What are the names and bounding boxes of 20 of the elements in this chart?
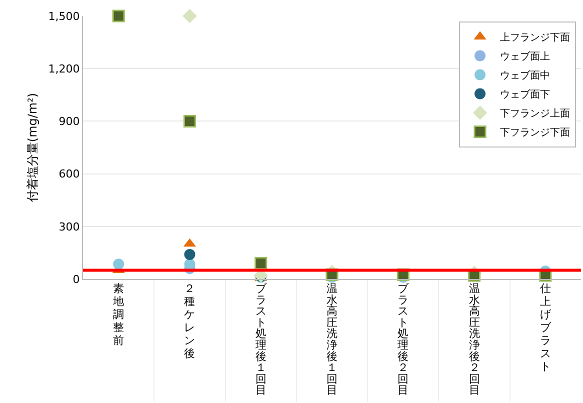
category-label: ブラスト処理後１回目 (255, 282, 266, 397)
legend-label: 下フランジ下面 (500, 128, 570, 139)
x-tick-label: 仕上げブラスト (540, 282, 552, 373)
y-tick-label: 300 (58, 220, 80, 234)
category-label: ブラスト処理後２回目 (398, 282, 409, 397)
legend-label: ウェブ面下 (500, 88, 550, 101)
y-tick-label: 600 (58, 168, 80, 181)
x-tick-label: 素地調整前 (112, 282, 124, 347)
category-label: 温水高圧洗浄後２回目 (468, 282, 480, 397)
legend-label: 下フランジ上面 (500, 108, 570, 120)
legend-label: 上フランジ下面 (500, 32, 570, 44)
x-tick-label: ２種ケレン後 (184, 282, 196, 360)
y-tick-label: 1,200 (48, 62, 80, 76)
y-axis-title: 付着塩分量(mg/m²) (26, 92, 40, 204)
y-tick-label: 900 (58, 115, 80, 128)
legend-label: ウェブ面上 (500, 50, 550, 63)
legend-label: ウェブ面中 (500, 70, 550, 82)
y-tick-label: 1,500 (48, 10, 80, 23)
category-label: 温水高圧洗浄後１回目 (326, 282, 338, 397)
y-tick-label: 0 (72, 272, 80, 286)
